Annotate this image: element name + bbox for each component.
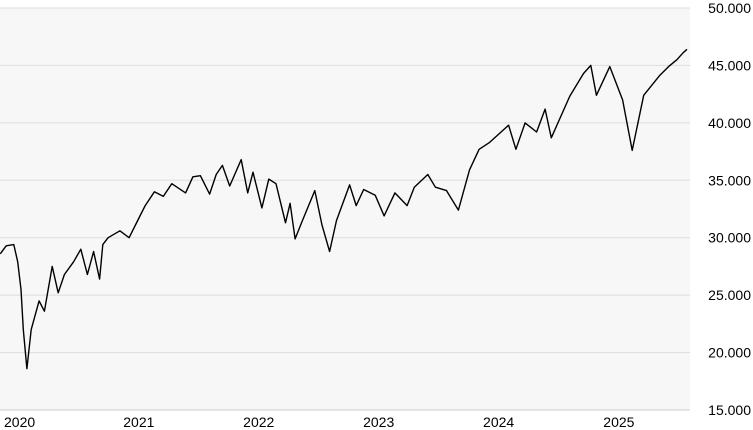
- series-line-0: [0, 48, 688, 370]
- x-axis-ticks: 2020 2021 2022 2023 2024 2025: [4, 414, 635, 430]
- x-tick-label: 2023: [363, 414, 394, 430]
- y-tick-label: 15.000: [708, 402, 751, 418]
- x-tick-label: 2021: [123, 414, 154, 430]
- gridlines: [0, 7, 690, 354]
- x-tick-label: 2025: [603, 414, 634, 430]
- y-tick-label: 30.000: [708, 230, 751, 246]
- series-group: [0, 48, 688, 370]
- y-tick-label: 50.000: [708, 0, 751, 16]
- y-axis-ticks: 15.000 20.000 25.000 30.000 35.000 40.000 45.0…: [708, 0, 751, 418]
- plot-background: [0, 8, 690, 410]
- x-tick-label: 2022: [243, 414, 274, 430]
- y-tick-label: 20.000: [708, 345, 751, 361]
- x-tick-label: 2024: [483, 414, 514, 430]
- y-tick-label: 35.000: [708, 172, 751, 188]
- y-tick-label: 45.000: [708, 57, 751, 73]
- y-tick-label: 40.000: [708, 115, 751, 131]
- x-tick-label: 2020: [4, 414, 35, 430]
- y-tick-label: 25.000: [708, 287, 751, 303]
